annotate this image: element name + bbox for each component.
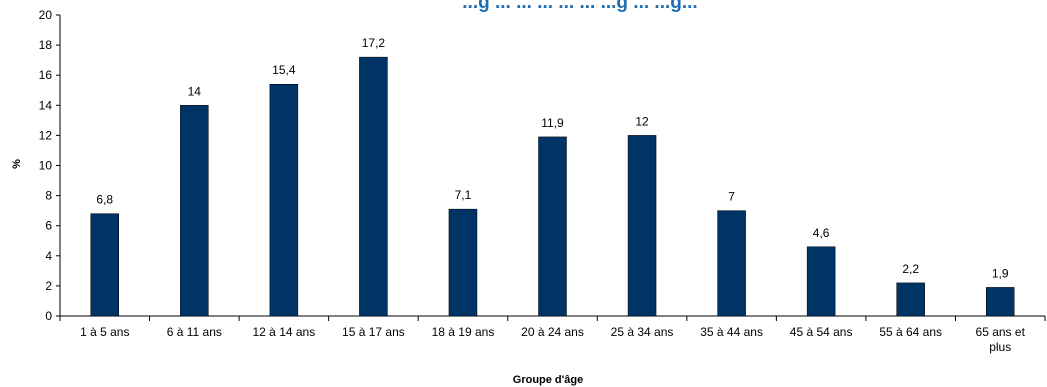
y-tick-label: 2 bbox=[45, 279, 52, 293]
bar bbox=[90, 213, 120, 317]
data-label: 17,2 bbox=[362, 36, 386, 50]
x-tick-label: 25 à 34 ans bbox=[611, 325, 674, 339]
data-label: 1,9 bbox=[992, 266, 1009, 280]
y-axis-title: % bbox=[11, 159, 23, 169]
bar bbox=[806, 246, 836, 317]
plot-area: 0 2 4 6 8 10 12 14 16 18 20 6,8 1 à 5 ans 14 6 à 11 an… bbox=[39, 8, 1046, 354]
chart-title: ...g ... ... ... ... ... ...g ... ...g..… bbox=[462, 0, 697, 13]
data-label: 4,6 bbox=[813, 226, 830, 240]
bar bbox=[269, 83, 299, 317]
bar bbox=[180, 105, 209, 317]
data-label: 14 bbox=[188, 84, 202, 98]
data-label: 11,9 bbox=[541, 116, 564, 130]
y-tick-label: 0 bbox=[45, 309, 52, 323]
bar bbox=[538, 136, 567, 317]
x-tick-label: 45 à 54 ans bbox=[790, 325, 853, 339]
x-tick-label: 1 à 5 ans bbox=[80, 325, 129, 339]
bar bbox=[896, 282, 925, 317]
bar bbox=[627, 135, 657, 317]
y-tick-label: 8 bbox=[45, 189, 52, 203]
x-tick-label: 15 à 17 ans bbox=[342, 325, 405, 339]
y-tick-label: 6 bbox=[45, 219, 52, 233]
data-label: 6,8 bbox=[96, 193, 113, 207]
y-tick-label: 18 bbox=[39, 38, 53, 52]
y-tick-label: 10 bbox=[39, 159, 53, 173]
data-label: 2,2 bbox=[902, 262, 919, 276]
x-tick-label: 20 à 24 ans bbox=[521, 325, 584, 339]
x-tick-label: 6 à 11 ans bbox=[167, 325, 222, 339]
y-tick-label: 14 bbox=[39, 98, 53, 112]
bar bbox=[717, 210, 746, 317]
y-tick-label: 20 bbox=[39, 8, 53, 22]
x-tick-label: 35 à 44 ans bbox=[700, 325, 763, 339]
x-axis-title: Groupe d'âge bbox=[513, 374, 583, 386]
bar bbox=[359, 56, 388, 317]
y-tick-label: 16 bbox=[39, 68, 53, 82]
x-tick-label: 65 ans et plus bbox=[976, 325, 1026, 354]
data-label: 7 bbox=[728, 190, 735, 204]
x-tick-label: 18 à 19 ans bbox=[432, 325, 495, 339]
x-tick-label: 55 à 64 ans bbox=[879, 325, 942, 339]
bar bbox=[985, 287, 1015, 317]
y-tick-label: 4 bbox=[45, 249, 52, 263]
data-label: 12 bbox=[635, 114, 649, 128]
data-label: 15,4 bbox=[272, 63, 296, 77]
y-tick-label: 12 bbox=[39, 128, 53, 142]
x-tick-label: 12 à 14 ans bbox=[253, 325, 316, 339]
bar bbox=[448, 208, 478, 317]
data-label: 7,1 bbox=[455, 188, 472, 202]
